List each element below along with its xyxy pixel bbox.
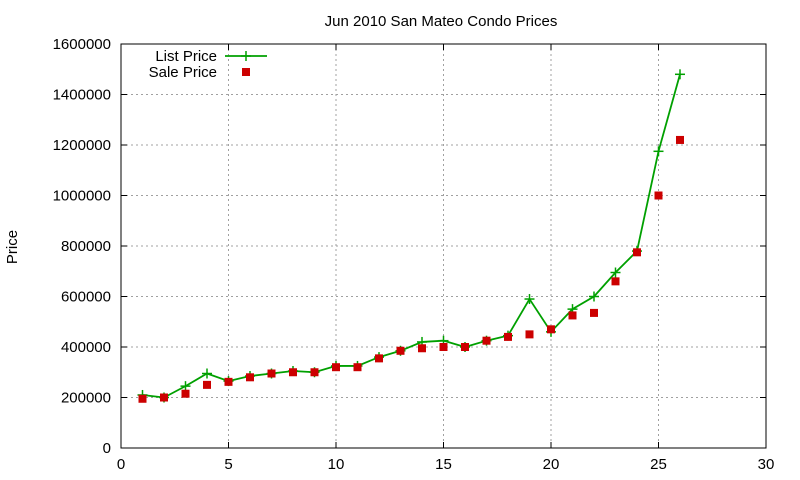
y-tick-label: 600000 — [61, 289, 111, 306]
x-tick-label: 0 — [117, 456, 125, 473]
sale-price-point — [289, 368, 297, 377]
y-tick-label: 400000 — [61, 339, 111, 356]
plot-series — [137, 69, 685, 403]
sale-price-point — [396, 346, 405, 355]
legend-label-sale-price: Sale Price — [149, 64, 217, 81]
sale-price-point — [310, 368, 319, 377]
sale-price-point — [568, 311, 577, 320]
list-price-point — [524, 294, 535, 305]
sale-price-point — [504, 332, 512, 341]
sale-price-point — [353, 363, 362, 372]
x-tick-label: 10 — [328, 456, 345, 473]
sale-price-point — [246, 373, 254, 382]
legend-marker-sale-price — [242, 68, 250, 76]
y-tick-label: 0 — [103, 440, 111, 457]
sale-price-point — [267, 369, 276, 378]
sale-price-point — [461, 343, 469, 351]
sale-price-point — [654, 191, 663, 200]
series-list-price — [137, 69, 685, 403]
sale-price-point — [525, 330, 534, 339]
sale-price-point — [439, 343, 448, 351]
y-tick-label: 1400000 — [53, 87, 111, 104]
sale-price-point — [611, 277, 620, 286]
y-tick-label: 1200000 — [53, 137, 111, 154]
sale-price-point — [482, 336, 491, 345]
sale-price-point — [332, 363, 340, 372]
chart-title: Jun 2010 San Mateo Condo Prices — [325, 13, 558, 30]
y-tick-label: 200000 — [61, 390, 111, 407]
sale-price-point — [633, 248, 641, 257]
legend-label-list-price: List Price — [155, 48, 217, 65]
x-tick-label: 25 — [650, 456, 667, 473]
sale-price-point — [138, 394, 147, 403]
x-tick-label: 30 — [758, 456, 775, 473]
sale-price-point — [676, 135, 684, 144]
x-tick-label: 5 — [224, 456, 232, 473]
list-price-point — [653, 146, 664, 157]
sale-price-point — [181, 389, 190, 398]
list-price-point — [610, 267, 621, 278]
list-price-point — [180, 381, 191, 392]
y-tick-label: 1000000 — [53, 188, 111, 205]
y-tick-label: 1600000 — [53, 36, 111, 53]
legend-marker-list-price — [241, 51, 251, 61]
x-tick-label: 15 — [435, 456, 452, 473]
list-price-point — [202, 368, 212, 379]
sale-price-point — [418, 344, 426, 353]
sale-price-point — [590, 308, 598, 317]
list-price-point — [675, 69, 685, 80]
x-tick-label: 20 — [543, 456, 560, 473]
sale-price-point — [203, 380, 211, 389]
series-sale-price — [138, 135, 684, 403]
sale-price-point — [375, 354, 383, 363]
y-tick-label: 800000 — [61, 238, 111, 255]
y-axis-label: Price — [4, 230, 21, 264]
sale-price-point — [224, 377, 233, 386]
axes: 0 5 10 15 20 25 30 0 200000 400000 600000 800000 100… — [53, 36, 775, 473]
sale-price-point — [547, 325, 555, 334]
sale-price-point — [160, 393, 168, 402]
list-price-line — [142, 74, 681, 399]
grid — [121, 44, 766, 448]
list-price-point — [589, 291, 599, 302]
